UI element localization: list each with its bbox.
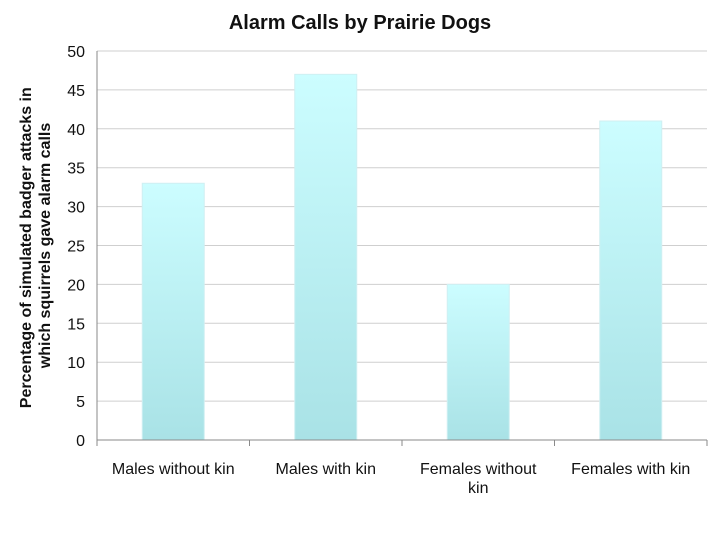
y-tick-label: 0 — [76, 433, 85, 450]
y-tick-label: 30 — [67, 200, 85, 217]
axes — [96, 51, 708, 446]
bar — [141, 182, 205, 441]
x-category-label: Females without kin — [420, 461, 537, 497]
y-tick-label: 35 — [67, 161, 85, 178]
y-tick-label: 5 — [76, 394, 85, 411]
y-axis-label: Percentage of simulated badger attacks i… — [18, 83, 54, 408]
x-category-label-line: kin — [468, 480, 488, 497]
y-axis-label-line-1: Percentage of simulated badger attacks i… — [18, 87, 35, 408]
y-tick-label: 15 — [67, 316, 85, 333]
y-axis-label-line-2: which squirrels gave alarm calls — [37, 123, 54, 370]
chart-title: Alarm Calls by Prairie Dogs — [229, 12, 491, 34]
y-tick-label: 10 — [67, 355, 85, 372]
x-category-label: Females with kin — [571, 461, 690, 478]
x-category-label-line: Females with kin — [571, 461, 690, 478]
x-category-label-line: Males without kin — [112, 461, 235, 478]
bar — [446, 283, 510, 441]
x-category-label-line: Females without — [420, 461, 537, 478]
y-tick-labels: 0 5 10 15 20 25 30 35 40 45 50 — [67, 44, 85, 450]
y-tick-label: 20 — [67, 277, 85, 294]
y-tick-label: 50 — [67, 44, 85, 61]
y-tick-label: 45 — [67, 83, 85, 100]
bar — [599, 120, 663, 441]
x-category-label: Males without kin — [112, 461, 235, 478]
y-tick-label: 40 — [67, 122, 85, 139]
x-category-label-line: Males with kin — [276, 461, 376, 478]
bar — [294, 73, 358, 441]
x-category-labels: Males without kin Males with kin Females w… — [112, 461, 690, 497]
x-category-label: Males with kin — [276, 461, 376, 478]
y-tick-label: 25 — [67, 239, 85, 256]
